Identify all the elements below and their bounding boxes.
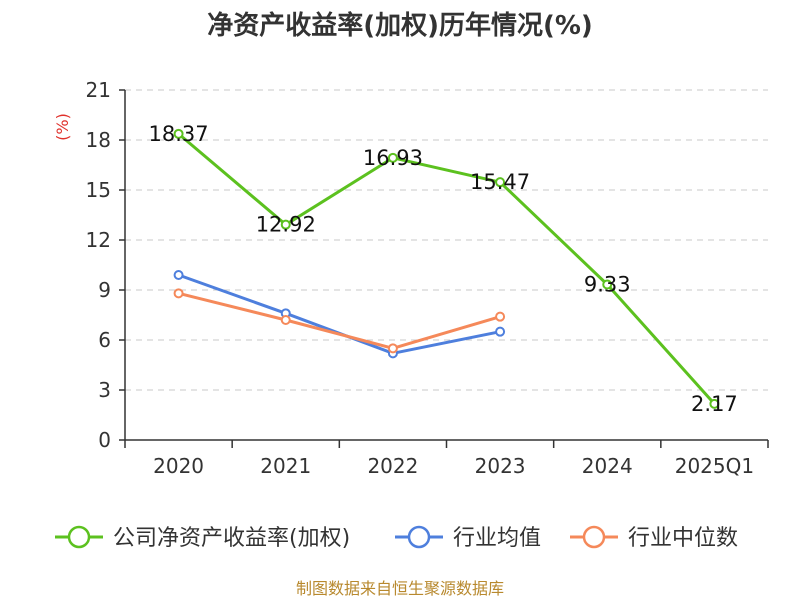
data-point <box>173 270 184 280</box>
legend-item[interactable]: 行业均值 <box>395 525 541 551</box>
legend-label: 公司净资产收益率(加权) <box>113 526 350 551</box>
series-line <box>177 132 716 405</box>
data-label: 16.93 <box>363 146 423 170</box>
data-point <box>280 219 291 230</box>
data-point <box>387 343 398 354</box>
series-layer <box>173 128 720 409</box>
y-tick-label: 15 <box>86 178 111 202</box>
data-point <box>495 177 506 188</box>
y-tick-label: 21 <box>86 78 111 102</box>
legend-item[interactable]: 行业中位数 <box>570 525 738 551</box>
x-tick-label: 2023 <box>475 454 526 478</box>
data-point <box>387 152 398 163</box>
y-tick-label: 3 <box>98 378 111 402</box>
legend-label: 行业均值 <box>453 526 541 551</box>
data-point <box>173 288 184 299</box>
legend-marker <box>582 525 606 549</box>
gridlines <box>125 89 768 391</box>
y-tick-label: 12 <box>86 228 111 252</box>
data-point <box>173 128 184 139</box>
y-axis-unit: (%) <box>53 113 72 141</box>
legend-marker <box>67 525 91 549</box>
legend-item[interactable]: 公司净资产收益率(加权) <box>55 525 350 551</box>
source-note: 制图数据来自恒生聚源数据库 <box>296 579 504 598</box>
x-tick-label: 2022 <box>367 454 418 478</box>
legend[interactable]: 公司净资产收益率(加权) 行业均值 行业中位数 <box>55 525 738 551</box>
data-labels: 18.37 12.92 16.93 15.47 9.33 2.17 <box>149 122 738 416</box>
data-point <box>602 279 613 290</box>
y-tick-label: 0 <box>98 428 111 452</box>
series-line <box>178 273 501 355</box>
chart-title: 净资产收益率(加权)历年情况(%) <box>207 10 593 41</box>
y-tick-label: 6 <box>98 328 111 352</box>
legend-label: 行业中位数 <box>628 526 738 551</box>
data-label: 2.17 <box>691 392 738 416</box>
data-label: 18.37 <box>149 122 209 146</box>
axes: 0 3 6 9 12 15 18 21 2020 2021 2022 2023 2024 2025Q1 <box>86 78 769 478</box>
data-label: 9.33 <box>584 273 631 297</box>
data-point <box>495 326 506 337</box>
x-tick-label: 2021 <box>260 454 311 478</box>
y-tick-label: 18 <box>86 128 111 152</box>
data-label: 15.47 <box>470 170 530 194</box>
x-tick-label: 2025Q1 <box>675 454 754 478</box>
data-point <box>495 311 506 322</box>
data-point <box>709 398 720 409</box>
series-line <box>178 291 501 350</box>
data-point <box>280 315 291 325</box>
x-tick-label: 2024 <box>582 454 633 478</box>
y-tick-label: 9 <box>98 278 111 302</box>
x-tick-label: 2020 <box>153 454 204 478</box>
legend-marker <box>407 525 431 549</box>
data-label: 12.92 <box>256 213 316 237</box>
